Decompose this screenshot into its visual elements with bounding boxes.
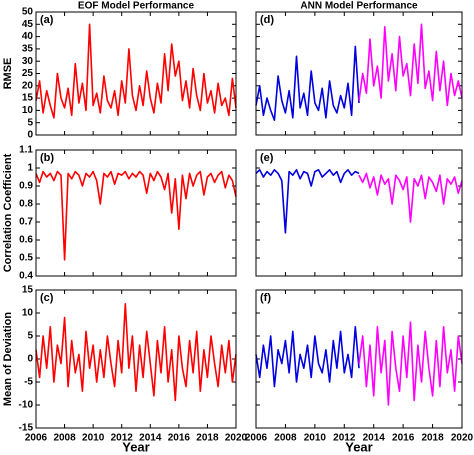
y-tick-label: 30 [22, 56, 34, 67]
data-line [255, 169, 360, 234]
x-tick-label: 2018 [196, 433, 219, 444]
x-tick-label: 2016 [168, 433, 191, 444]
y-axis-label: Correlation Coefficient [2, 153, 14, 272]
x-tick-label: 2020 [451, 433, 474, 444]
y-tick-label: 25 [22, 68, 34, 79]
y-tick-label: 5 [27, 331, 33, 342]
data-line [255, 326, 360, 388]
data-line [358, 172, 463, 223]
panel-label: (a) [40, 14, 54, 26]
x-tick-label: 2012 [333, 433, 356, 444]
y-tick-label: 5 [27, 117, 33, 128]
panel-title: ANN Model Performance [300, 1, 418, 12]
plot-frame [255, 149, 463, 277]
x-tick-label: 2014 [139, 433, 162, 444]
panel-title: EOF Model Performance [78, 1, 195, 12]
y-axis-label: Mean of Deviation [2, 312, 14, 406]
x-tick-label: 2006 [245, 433, 268, 444]
y-tick-label: 1.1 [19, 145, 33, 156]
plot-frame [255, 11, 463, 136]
data-line [35, 170, 237, 261]
y-tick-label: 1 [27, 163, 33, 174]
y-tick-label: -15 [19, 423, 34, 434]
x-tick-label: 2010 [304, 433, 327, 444]
y-tick-label: 0.6 [19, 235, 33, 246]
y-tick-label: 15 [22, 93, 34, 104]
y-axis-label: RMSE [2, 58, 14, 90]
y-tick-label: 10 [22, 308, 34, 319]
plot-frame [255, 289, 463, 429]
x-tick-label: 2014 [363, 433, 386, 444]
plot-frame [35, 11, 237, 136]
y-tick-label: -10 [19, 400, 34, 411]
x-axis-label: Year [122, 439, 149, 454]
y-tick-label: -5 [24, 377, 33, 388]
y-tick-label: 40 [22, 31, 34, 42]
data-line [358, 321, 463, 406]
y-tick-label: 45 [22, 19, 34, 30]
panel-label: (e) [260, 152, 274, 164]
y-tick-label: 0.5 [19, 253, 33, 264]
plot-frame [35, 149, 237, 277]
y-tick-label: 0.4 [19, 271, 33, 282]
data-line [35, 23, 237, 119]
plot-area [35, 11, 237, 136]
y-tick-label: 10 [22, 105, 34, 116]
x-tick-label: 2008 [53, 433, 76, 444]
panel-label: (f) [260, 292, 271, 304]
x-tick-label: 2008 [274, 433, 297, 444]
y-tick-label: 15 [22, 285, 34, 296]
plot-frame [35, 289, 237, 429]
y-tick-label: 50 [22, 7, 34, 18]
y-tick-label: 0.8 [19, 199, 33, 210]
plot-area [255, 11, 463, 136]
data-line [358, 23, 463, 107]
y-tick-label: 20 [22, 80, 34, 91]
x-tick-label: 2020 [225, 433, 248, 444]
x-tick-label: 2010 [82, 433, 105, 444]
y-tick-label: 0.7 [19, 217, 33, 228]
x-tick-label: 2006 [25, 433, 48, 444]
x-tick-label: 2018 [421, 433, 444, 444]
y-tick-label: 0 [27, 354, 33, 365]
y-tick-label: 35 [22, 44, 34, 55]
panel-label: (b) [40, 152, 54, 164]
y-tick-label: 0.9 [19, 181, 33, 192]
y-tick-label: 0 [27, 130, 33, 141]
panel-label: (d) [260, 14, 274, 26]
x-tick-label: 2016 [392, 433, 415, 444]
data-line [35, 303, 237, 402]
data-line [255, 45, 360, 121]
x-axis-label: Year [345, 439, 372, 454]
plot-area [35, 149, 237, 277]
panel-label: (c) [40, 292, 54, 304]
x-tick-label: 2012 [111, 433, 134, 444]
